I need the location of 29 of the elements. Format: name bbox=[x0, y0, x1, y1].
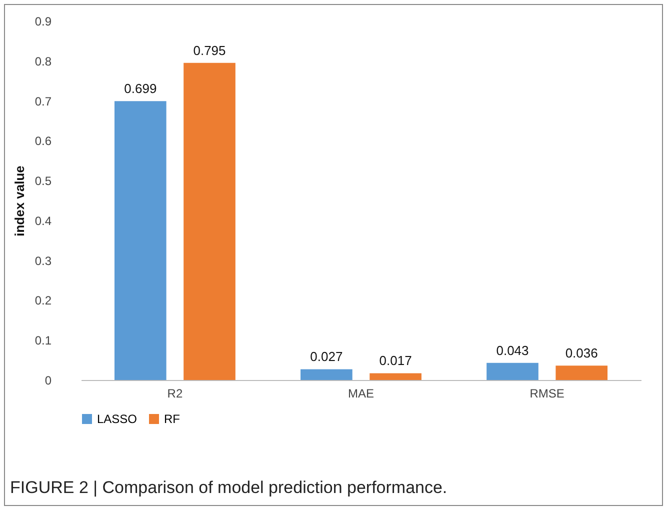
data-label: 0.699 bbox=[124, 81, 157, 96]
y-tick-label: 0.2 bbox=[34, 294, 52, 308]
y-tick-label: 0 bbox=[44, 374, 52, 388]
y-axis-title: index value bbox=[12, 166, 27, 236]
data-label: 0.027 bbox=[310, 349, 343, 364]
x-tick-label: R2 bbox=[167, 386, 183, 400]
bar bbox=[300, 369, 352, 380]
data-label: 0.017 bbox=[379, 353, 412, 368]
x-tick-label: RMSE bbox=[530, 386, 564, 400]
legend-label: LASSO bbox=[97, 412, 138, 426]
data-label: 0.036 bbox=[565, 346, 598, 361]
caption: FIGURE 2 | Comparison of model prediction performance. bbox=[10, 478, 448, 498]
y-tick-label: 0.6 bbox=[34, 134, 52, 148]
bar bbox=[486, 362, 538, 380]
data-label: 0.043 bbox=[496, 342, 529, 358]
legend-label: RF bbox=[164, 412, 180, 426]
y-tick-label: 0.8 bbox=[34, 54, 52, 68]
y-tick-label: 0.7 bbox=[34, 94, 52, 108]
bar bbox=[184, 62, 236, 380]
data-label: 0.795 bbox=[193, 42, 226, 58]
x-tick-label: MAE bbox=[348, 386, 374, 400]
y-tick-label: 0.3 bbox=[34, 254, 52, 268]
bar bbox=[556, 366, 608, 380]
y-tick-label: 0.9 bbox=[34, 14, 52, 28]
y-tick-label: 0.4 bbox=[34, 214, 52, 228]
bar bbox=[114, 101, 166, 380]
y-tick-label: 0.1 bbox=[34, 334, 52, 348]
y-tick-label: 0.5 bbox=[34, 174, 52, 188]
bar bbox=[370, 373, 422, 380]
